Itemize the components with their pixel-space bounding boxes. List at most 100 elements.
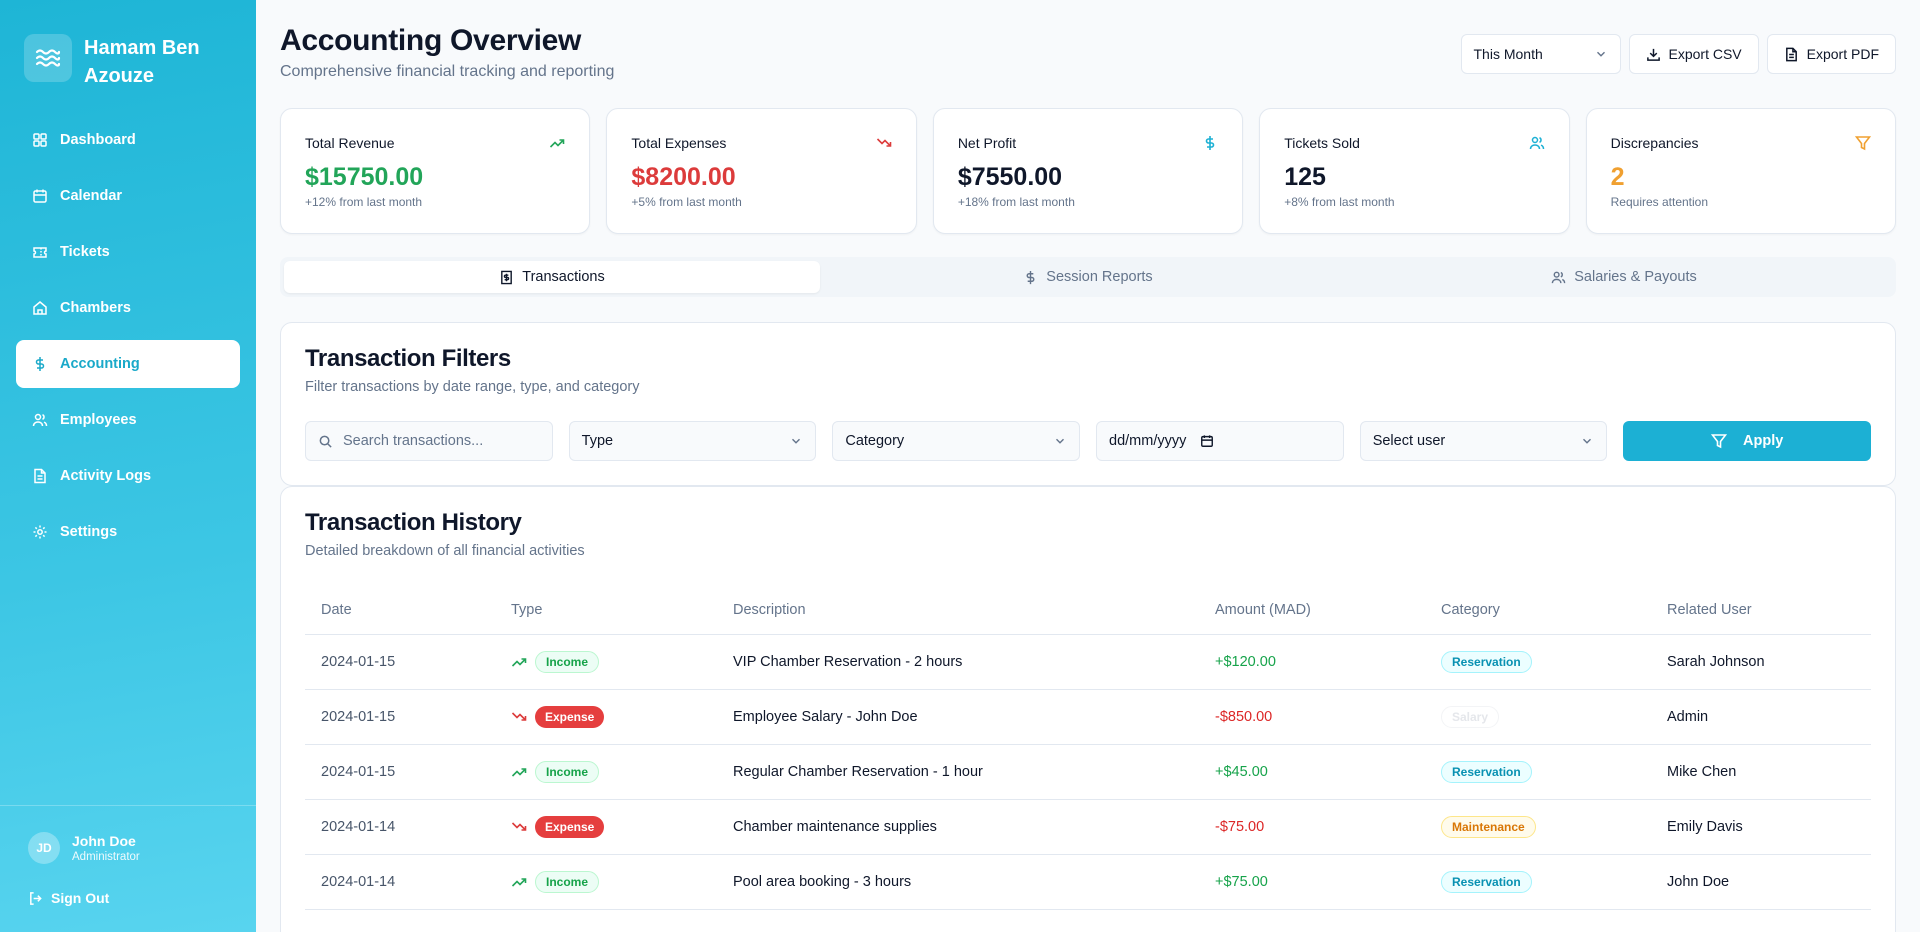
stat-label: Total Expenses <box>631 135 727 151</box>
table-row[interactable]: 2024-01-14 Expense Chamber maintenance s… <box>305 800 1871 855</box>
stat-card-total-expenses: Total Expenses $8200.00 +5% from last mo… <box>606 108 917 234</box>
tab-session-reports[interactable]: Session Reports <box>820 261 1356 293</box>
trending-up-icon <box>550 139 565 148</box>
cell-description: VIP Chamber Reservation - 2 hours <box>733 654 963 670</box>
logout-icon <box>30 891 42 905</box>
sidebar-item-employees[interactable]: Employees <box>16 396 240 444</box>
type-badge: Income <box>535 871 600 893</box>
ticket-icon <box>33 247 47 258</box>
category-badge: Salary <box>1441 706 1500 728</box>
cell-type: Expense <box>495 816 717 838</box>
stat-value: $8200.00 <box>631 163 736 191</box>
category-select-value: Category <box>845 433 905 449</box>
dashboard-icon <box>33 133 47 147</box>
sidebar-item-chambers[interactable]: Chambers <box>16 284 240 332</box>
sign-out-button[interactable]: Sign Out <box>28 890 109 906</box>
sidebar-item-label: Dashboard <box>60 132 136 148</box>
category-select[interactable]: Category <box>832 421 1081 461</box>
cell-related-user: Mike Chen <box>1667 764 1737 780</box>
download-icon <box>1646 48 1660 61</box>
table-row[interactable]: 2024-01-15 Income Regular Chamber Reserv… <box>305 745 1871 800</box>
tab-salaries-payouts[interactable]: Salaries & Payouts <box>1356 261 1892 293</box>
sidebar-item-label: Calendar <box>60 188 123 204</box>
calendar-icon <box>33 189 47 203</box>
table-row[interactable]: 2024-01-15 Expense Employee Salary - Joh… <box>305 690 1871 745</box>
cell-description: Regular Chamber Reservation - 1 hour <box>733 764 983 780</box>
column-header: Description <box>733 601 806 618</box>
sidebar: Hamam Ben Azouze Dashboard Calendar Tick… <box>0 0 256 932</box>
trending-up-icon <box>511 658 527 667</box>
users-icon <box>32 413 48 427</box>
cell-category: Reservation <box>1425 871 1651 893</box>
category-badge: Maintenance <box>1441 816 1536 838</box>
cell-date: 2024-01-15 <box>321 764 396 780</box>
cell-date: 2024-01-15 <box>321 654 396 670</box>
table-row[interactable]: 2024-01-15 Income VIP Chamber Reservatio… <box>305 635 1871 690</box>
receipt-icon <box>501 270 513 284</box>
chevron-down-icon <box>1596 51 1605 57</box>
page-title: Accounting Overview <box>280 24 582 57</box>
sidebar-item-calendar[interactable]: Calendar <box>16 172 240 220</box>
stat-label: Tickets Sold <box>1284 135 1360 151</box>
sidebar-item-accounting[interactable]: Accounting <box>16 340 240 388</box>
home-icon <box>33 301 47 315</box>
filter-icon <box>1855 136 1872 151</box>
stat-note: +5% from last month <box>631 195 742 209</box>
brand-name: Hamam Ben Azouze <box>84 37 200 87</box>
stat-value: $15750.00 <box>305 163 424 191</box>
tabs: Transactions Session Reports Salaries & … <box>280 257 1896 297</box>
period-select-value: This Month <box>1473 46 1543 62</box>
cell-type: Income <box>495 761 717 783</box>
date-input[interactable]: dd/mm/yyyy <box>1096 421 1344 461</box>
stat-note: Requires attention <box>1610 195 1709 209</box>
cell-date: 2024-01-15 <box>321 709 396 725</box>
tab-label: Salaries & Payouts <box>1574 269 1697 285</box>
type-select[interactable]: Type <box>568 421 817 461</box>
apply-button[interactable]: Apply <box>1623 421 1871 461</box>
calendar-icon[interactable] <box>1200 434 1214 448</box>
cell-related-user: Admin <box>1667 709 1709 725</box>
cell-related-user: Emily Davis <box>1667 819 1743 835</box>
column-header: Category <box>1441 601 1500 618</box>
cell-category: Maintenance <box>1425 816 1651 838</box>
tab-transactions[interactable]: Transactions <box>284 261 820 293</box>
export-csv-button[interactable]: Export CSV <box>1628 34 1759 74</box>
cell-description: Employee Salary - John Doe <box>733 709 918 725</box>
sign-out-label: Sign Out <box>51 890 110 906</box>
cell-category: Salary <box>1425 706 1651 728</box>
table-header: Date Type Description Amount (MAD) Categ… <box>305 585 1871 635</box>
sidebar-item-activity-logs[interactable]: Activity Logs <box>16 452 240 500</box>
table-row[interactable]: 2024-01-14 Income Pool area booking - 3 … <box>305 855 1871 910</box>
filters-title: Transaction Filters <box>305 345 511 372</box>
cell-amount: +$75.00 <box>1215 874 1268 890</box>
stat-value: 125 <box>1284 163 1326 191</box>
search-input[interactable]: Search transactions... <box>305 421 553 461</box>
cell-type: Expense <box>495 706 717 728</box>
trending-down-icon <box>511 712 527 721</box>
cell-category: Reservation <box>1425 651 1651 673</box>
category-badge: Reservation <box>1441 871 1532 893</box>
sidebar-item-settings[interactable]: Settings <box>16 508 240 556</box>
period-select[interactable]: This Month <box>1460 34 1621 74</box>
stat-value: $7550.00 <box>957 163 1063 191</box>
avatar: JD <box>28 832 60 864</box>
user-select[interactable]: Select user <box>1359 421 1608 461</box>
sidebar-item-tickets[interactable]: Tickets <box>16 228 240 276</box>
trending-down-icon <box>511 822 527 831</box>
trending-down-icon <box>876 138 892 147</box>
gear-icon <box>33 525 47 539</box>
file-text-icon <box>1785 47 1797 61</box>
cell-related-user: John Doe <box>1667 874 1730 890</box>
stats-row: Total Revenue $15750.00 +12% from last m… <box>280 108 1897 234</box>
type-badge: Income <box>535 651 600 673</box>
stat-label: Total Revenue <box>305 135 395 151</box>
chevron-down-icon <box>792 438 801 444</box>
export-pdf-button[interactable]: Export PDF <box>1766 34 1896 74</box>
history-subtitle: Detailed breakdown of all financial acti… <box>305 543 585 559</box>
trending-up-icon <box>511 878 527 887</box>
stat-label: Net Profit <box>957 135 1017 151</box>
sidebar-item-label: Employees <box>60 412 137 428</box>
sidebar-item-dashboard[interactable]: Dashboard <box>16 116 240 164</box>
stat-card-total-revenue: Total Revenue $15750.00 +12% from last m… <box>280 108 591 234</box>
cell-type: Income <box>495 871 717 893</box>
